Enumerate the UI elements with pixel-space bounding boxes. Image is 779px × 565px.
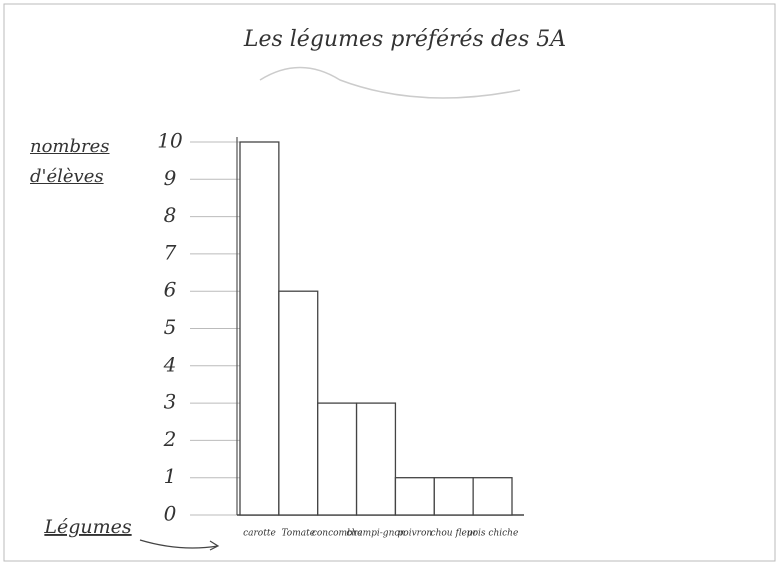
y-tick-label: 6 [164, 278, 177, 302]
y-tick-label: 4 [163, 352, 177, 376]
bar [278, 290, 319, 516]
x-tick-label: Tomate [281, 529, 315, 539]
bar [317, 402, 358, 516]
x-tick-label: chou fleur [431, 529, 478, 539]
chart-title: Les légumes préférés des 5A [243, 27, 566, 52]
x-tick-label: carotte [243, 529, 276, 539]
x-tick-label: champi-gnon [346, 529, 405, 539]
bar [472, 477, 513, 516]
bar [355, 402, 397, 516]
x-tick-label: pois chiche [467, 529, 518, 539]
y-tick-label: 5 [164, 315, 177, 339]
bar [433, 477, 474, 516]
y-tick-label: 7 [164, 240, 177, 264]
y-tick-label: 9 [164, 166, 177, 190]
x-axis-label: Légumes [43, 516, 132, 538]
y-tick-label: 3 [164, 390, 177, 414]
arrow [139, 539, 220, 551]
x-tick-label: concombre [312, 529, 363, 539]
y-tick-label: 10 [157, 129, 183, 153]
y-axis-label: nombres d'élèves [30, 136, 110, 187]
x-tick-label: poivron [398, 529, 433, 539]
y-tick-label: 8 [164, 203, 177, 227]
decoration-curve [259, 66, 521, 99]
y-tick-label: 1 [164, 464, 177, 488]
y-tick-label: 2 [163, 427, 177, 451]
bar [239, 141, 280, 516]
y-tick-label: 0 [164, 502, 177, 526]
bar [394, 477, 435, 516]
